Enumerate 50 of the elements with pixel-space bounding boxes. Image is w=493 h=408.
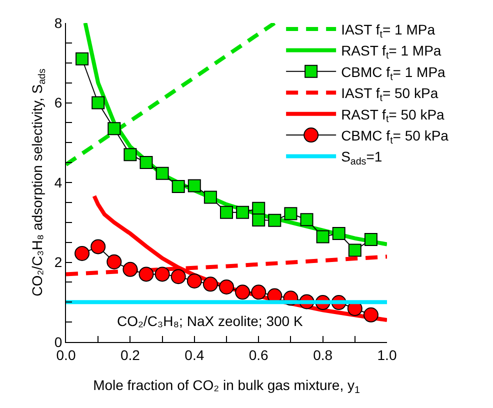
x-tick-label: 0.8: [313, 346, 333, 363]
point: [235, 284, 250, 300]
point: [252, 213, 266, 226]
legend-label: S$_{ads}$=1: [341, 148, 382, 168]
point: [92, 96, 105, 110]
point: [138, 266, 154, 282]
point: [74, 246, 90, 261]
y-tick-label: 4: [54, 174, 62, 190]
point: [219, 279, 234, 294]
point: [202, 276, 218, 292]
legend-label: CBMC f$_{t}$= 50 kPa: [341, 127, 449, 146]
point: [106, 254, 122, 270]
point: [284, 207, 298, 220]
legend-label: IAST f$_{t}$= 1 MPa: [341, 21, 436, 40]
y-tick-label: 8: [54, 14, 62, 31]
legend-label: RAST f$_{t}$= 1 MPa: [341, 42, 442, 62]
point: [268, 214, 282, 227]
x-tick-label: 1.0: [377, 346, 397, 363]
point: [363, 307, 378, 322]
y-tick-label: 2: [54, 254, 62, 270]
x-tick-label: 0.6: [248, 346, 269, 363]
legend-label: IAST f$_{t}$= 50 kPa: [341, 85, 438, 104]
point: [186, 273, 202, 288]
point: [124, 148, 137, 162]
point: [170, 269, 186, 284]
point: [348, 244, 362, 257]
x-tick-label: 0.4: [184, 346, 204, 363]
point: [90, 239, 106, 254]
point: [188, 179, 201, 192]
point: [236, 206, 250, 219]
point: [172, 180, 185, 193]
point: [316, 230, 330, 244]
point: [300, 213, 314, 226]
point: [122, 262, 138, 277]
x-tick-label: 0.2: [120, 346, 140, 363]
point: [76, 52, 89, 66]
y-tick-label: 6: [54, 94, 62, 111]
point: [364, 233, 378, 246]
annotation: CO₂/C₃H₈; NaX zeolite; 300 K: [117, 313, 304, 329]
x-axis-title: Mole fraction of CO₂ in bulk gas mixture, y$_{1}$: [93, 377, 360, 396]
point: [332, 227, 346, 240]
point: [108, 122, 121, 136]
point: [251, 284, 266, 300]
point: [156, 166, 169, 180]
legend-label: RAST f$_{t}$= 50 kPa: [341, 106, 445, 126]
point: [220, 206, 233, 219]
point: [154, 266, 170, 282]
point: [140, 156, 153, 170]
legend-label: CBMC f$_{t}$= 1 MPa: [341, 64, 446, 83]
point: [204, 190, 217, 204]
